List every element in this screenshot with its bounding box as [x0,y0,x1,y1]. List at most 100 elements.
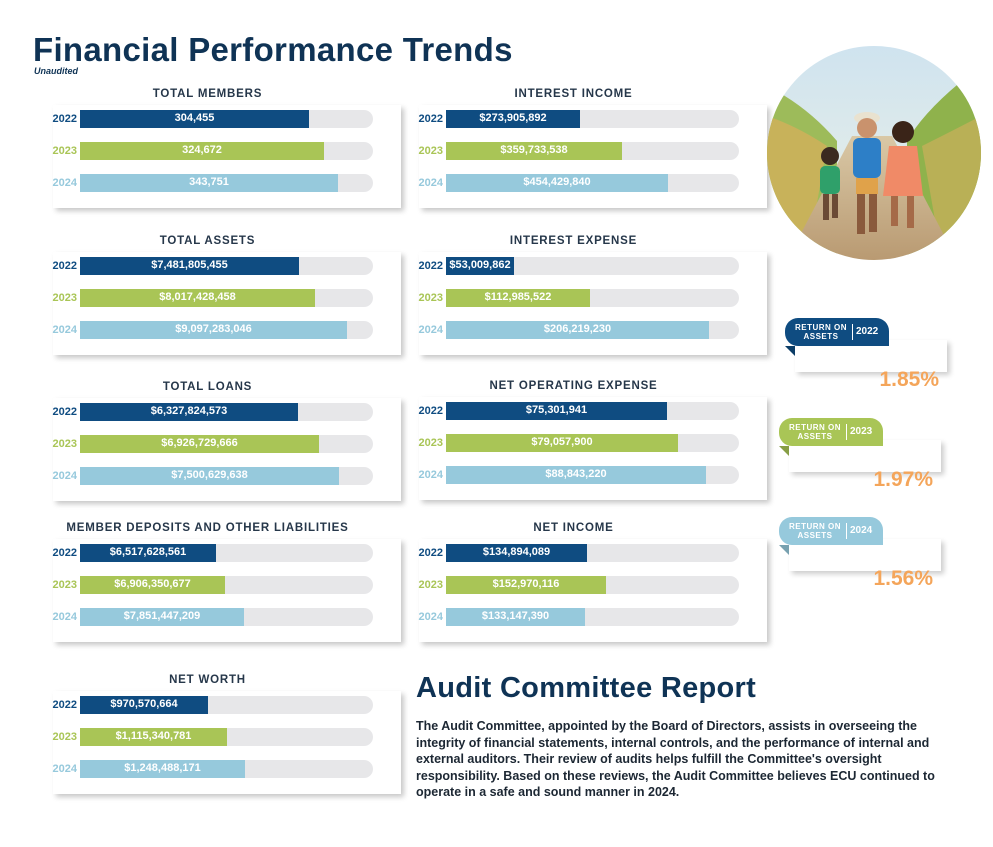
year-label: 2023 [418,292,443,304]
bar-track: $79,057,900 [446,434,739,452]
bar-track: $454,429,840 [446,174,739,192]
chart-card: 2022 $970,570,664 2023 $1,115,340,781 2024 $1… [53,691,401,794]
year-label: 2024 [52,470,77,482]
bar-track: $1,248,488,171 [80,760,373,778]
roa-year: 2024 [850,525,873,536]
year-label: 2022 [418,260,443,272]
year-label: 2024 [418,611,443,623]
year-label: 2023 [52,731,77,743]
bar-row-2024: 2024 $1,248,488,171 [53,760,401,778]
child-middle [853,112,881,234]
bar: $9,097,283,046 [80,321,347,339]
chart-title: INTEREST EXPENSE [509,235,638,247]
bar: $7,481,805,455 [80,257,299,275]
year-label: 2022 [418,113,443,125]
bar-value-label: $88,843,220 [545,468,607,480]
roa-label: RETURN ON ASSETS [794,323,848,341]
year-label: 2022 [52,260,77,272]
chart-card: 2022 304,455 2023 324,672 2024 343,751 [53,105,401,208]
bar: $79,057,900 [446,434,678,452]
bar-row-2023: 2023 $1,115,340,781 [53,728,401,746]
bar-track: 324,672 [80,142,373,160]
bar-row-2024: 2024 $88,843,220 [419,466,767,484]
year-label: 2024 [418,469,443,481]
year-label: 2024 [418,177,443,189]
bar-track: $53,009,862 [446,257,739,275]
bar-value-label: $53,009,862 [449,259,511,271]
roa-fold [779,446,789,456]
chart-title: NET OPERATING EXPENSE [489,380,658,392]
bar-track: $152,970,116 [446,576,739,594]
bar-value-label: $7,481,805,455 [151,259,228,271]
family-walking-photo [767,46,981,260]
bar-track: 343,751 [80,174,373,192]
bar-value-label: $454,429,840 [523,176,591,188]
chart-title: INTEREST INCOME [514,88,633,100]
bar: $273,905,892 [446,110,580,128]
chart-card: 2022 $6,327,824,573 2023 $6,926,729,666 2024… [53,398,401,501]
page-title: Financial Performance Trends [33,31,513,68]
roa-label: RETURN ON ASSETS [788,423,842,441]
roa-value: 1.85% [879,368,939,391]
bar-value-label: $134,894,089 [482,546,551,558]
bar-value-label: $75,301,941 [525,404,588,416]
year-label: 2023 [52,292,77,304]
bar-value-label: $273,905,892 [479,112,547,124]
bar-row-2023: 2023 $6,906,350,677 [53,576,401,594]
bar: $1,248,488,171 [80,760,245,778]
bar: $112,985,522 [446,289,590,307]
bar-value-label: $7,851,447,209 [123,610,201,622]
bar: $359,733,538 [446,142,622,160]
chart-title: TOTAL ASSETS [159,235,256,247]
roa-fold [785,346,795,356]
bar: $6,327,824,573 [80,403,298,421]
bar: $6,906,350,677 [80,576,225,594]
bar-value-label: $133,147,390 [481,610,550,622]
chart-title: TOTAL MEMBERS [152,88,263,100]
year-label: 2022 [52,406,77,418]
child-right [883,121,923,228]
chart-card: 2022 $134,894,089 2023 $152,970,116 2024 $133… [419,539,767,642]
bar-row-2022: 2022 $53,009,862 [419,257,767,275]
bar-row-2023: 2023 $152,970,116 [419,576,767,594]
bar-row-2024: 2024 $9,097,283,046 [53,321,401,339]
year-label: 2023 [418,579,443,591]
bar-value-label: $6,906,350,677 [114,578,191,590]
bar-value-label: $9,097,283,046 [175,323,252,335]
year-label: 2023 [52,438,77,450]
bar: $1,115,340,781 [80,728,227,746]
bar-track: $359,733,538 [446,142,739,160]
bar: $152,970,116 [446,576,606,594]
bar-value-label: $206,219,230 [543,323,612,335]
page-subtitle: Unaudited [34,66,78,76]
bar: $454,429,840 [446,174,668,192]
bar: $134,894,089 [446,544,587,562]
bar-row-2022: 2022 304,455 [53,110,401,128]
bar-value-label: $1,115,340,781 [115,730,192,742]
year-label: 2022 [418,547,443,559]
roa-fold [779,545,789,555]
chart-card: 2022 $6,517,628,561 2023 $6,906,350,677 2024… [53,539,401,642]
roa-badge-2024: 1.56% RETURN ON ASSETS 2024 [779,517,949,590]
bar-row-2022: 2022 $6,327,824,573 [53,403,401,421]
roa-divider [846,523,847,539]
bar: $7,500,629,638 [80,467,339,485]
bar-track: $133,147,390 [446,608,739,626]
bar-value-label: $6,517,628,561 [109,546,187,558]
year-label: 2023 [52,579,77,591]
roa-year: 2023 [850,426,873,437]
bar-value-label: $7,500,629,638 [171,469,248,481]
roa-badge-2022: 1.85% RETURN ON ASSETS 2022 [785,318,955,391]
bar-row-2022: 2022 $75,301,941 [419,402,767,420]
bar-row-2022: 2022 $6,517,628,561 [53,544,401,562]
child-left [820,147,840,220]
roa-divider [846,424,847,440]
bar: $8,017,428,458 [80,289,315,307]
bar: 343,751 [80,174,338,192]
bar-row-2024: 2024 $454,429,840 [419,174,767,192]
year-label: 2022 [52,699,77,711]
audit-committee-title: Audit Committee Report [416,672,757,704]
year-label: 2024 [52,324,77,336]
year-label: 2024 [418,324,443,336]
audit-committee-body: The Audit Committee, appointed by the Bo… [416,719,935,800]
